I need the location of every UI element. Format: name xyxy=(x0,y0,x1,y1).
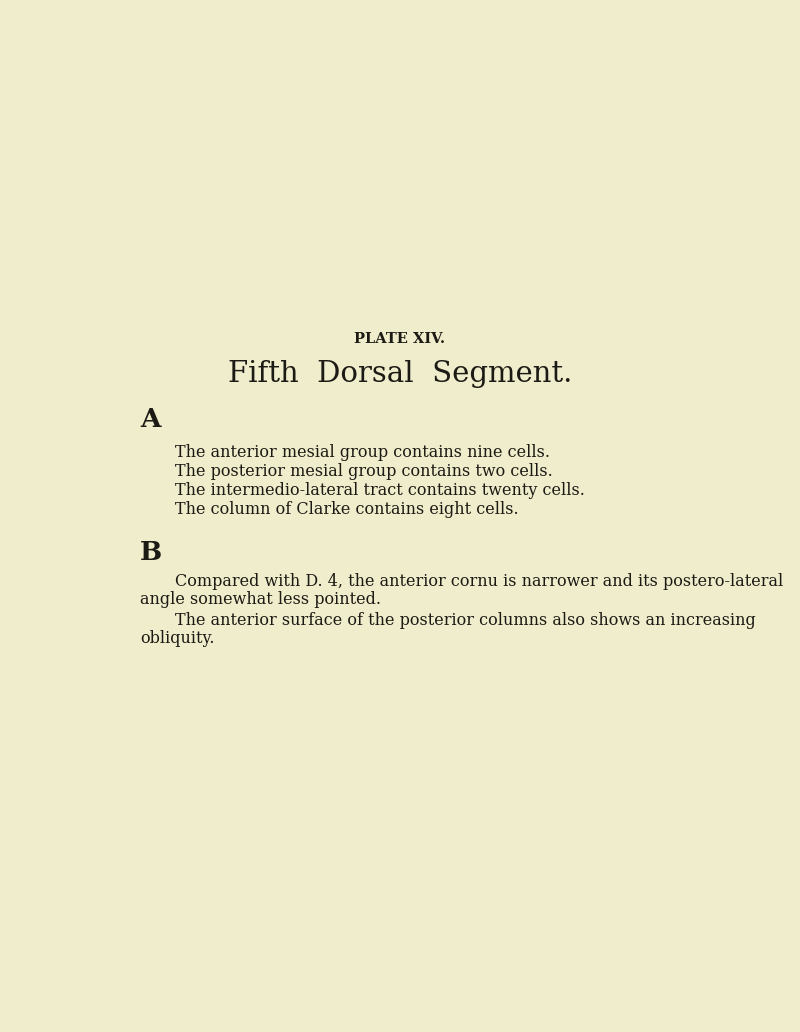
Text: B: B xyxy=(140,540,162,565)
Text: Compared with D. 4, the anterior cornu is narrower and its postero-lateral: Compared with D. 4, the anterior cornu i… xyxy=(175,573,783,590)
Text: The posterior mesial group contains two cells.: The posterior mesial group contains two … xyxy=(175,463,553,480)
Text: PLATE XIV.: PLATE XIV. xyxy=(354,332,446,346)
Text: The column of Clarke contains eight cells.: The column of Clarke contains eight cell… xyxy=(175,501,518,518)
Text: Fifth  Dorsal  Segment.: Fifth Dorsal Segment. xyxy=(228,360,572,388)
Text: obliquity.: obliquity. xyxy=(140,630,214,647)
Text: A: A xyxy=(140,407,161,432)
Text: The intermedio-lateral tract contains twenty cells.: The intermedio-lateral tract contains tw… xyxy=(175,482,585,499)
Text: The anterior mesial group contains nine cells.: The anterior mesial group contains nine … xyxy=(175,444,550,461)
Text: angle somewhat less pointed.: angle somewhat less pointed. xyxy=(140,591,381,608)
Text: The anterior surface of the posterior columns also shows an increasing: The anterior surface of the posterior co… xyxy=(175,612,756,628)
